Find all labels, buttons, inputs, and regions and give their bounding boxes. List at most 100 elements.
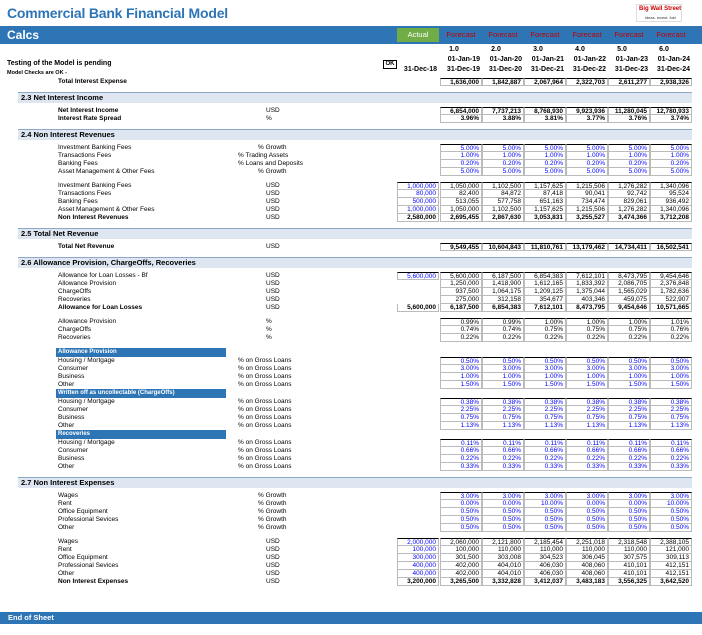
- grid-cell[interactable]: 3,556,325: [608, 578, 650, 586]
- grid-cell[interactable]: 3.00%: [650, 492, 692, 500]
- grid-cell[interactable]: 5.00%: [650, 144, 692, 152]
- grid-cell[interactable]: 0.50%: [440, 508, 482, 516]
- grid-cell[interactable]: 3.00%: [524, 492, 566, 500]
- grid-cell[interactable]: 110,000: [482, 546, 524, 554]
- grid-cell[interactable]: 5.00%: [482, 144, 524, 152]
- grid-cell[interactable]: 651,163: [524, 198, 566, 206]
- grid-cell[interactable]: 1.00%: [566, 152, 608, 160]
- grid-cell[interactable]: 10.00%: [650, 500, 692, 508]
- grid-cell[interactable]: 0.75%: [650, 414, 692, 422]
- grid-cell[interactable]: 0.38%: [650, 398, 692, 406]
- grid-cell[interactable]: 1,782,636: [650, 288, 692, 296]
- grid-cell[interactable]: 402,000: [440, 562, 482, 570]
- grid-cell[interactable]: 3.00%: [482, 365, 524, 373]
- grid-cell[interactable]: 1.50%: [440, 381, 482, 389]
- grid-cell[interactable]: 0.38%: [482, 398, 524, 406]
- grid-cell[interactable]: 1.00%: [608, 373, 650, 381]
- grid-cell[interactable]: 0.75%: [524, 414, 566, 422]
- grid-cell[interactable]: 1,000,000: [397, 206, 439, 214]
- grid-cell[interactable]: 12,780,933: [650, 107, 692, 115]
- grid-cell[interactable]: 90,041: [566, 190, 608, 198]
- grid-cell[interactable]: 2,322,703: [566, 78, 608, 86]
- grid-cell[interactable]: 3.00%: [482, 492, 524, 500]
- grid-cell[interactable]: 2.25%: [566, 406, 608, 414]
- grid-cell[interactable]: 0.22%: [440, 455, 482, 463]
- grid-cell[interactable]: 5.00%: [524, 168, 566, 176]
- grid-cell[interactable]: 0.33%: [440, 463, 482, 471]
- grid-cell[interactable]: 9,923,936: [566, 107, 608, 115]
- grid-cell[interactable]: 2,067,964: [524, 78, 566, 86]
- grid-cell[interactable]: 2,121,800: [482, 538, 524, 546]
- grid-cell[interactable]: 5.00%: [566, 168, 608, 176]
- grid-cell[interactable]: 3,200,000: [397, 578, 439, 586]
- grid-cell[interactable]: 0.75%: [566, 414, 608, 422]
- grid-cell[interactable]: 0.66%: [440, 447, 482, 455]
- grid-cell[interactable]: 110,000: [608, 546, 650, 554]
- grid-cell[interactable]: 0.50%: [650, 508, 692, 516]
- grid-cell[interactable]: 2.25%: [482, 406, 524, 414]
- grid-cell[interactable]: 1,276,282: [608, 206, 650, 214]
- grid-cell[interactable]: 87,418: [524, 190, 566, 198]
- grid-cell[interactable]: 0.50%: [440, 516, 482, 524]
- grid-cell[interactable]: 304,523: [524, 554, 566, 562]
- grid-cell[interactable]: 0.33%: [650, 463, 692, 471]
- grid-cell[interactable]: 0.11%: [440, 439, 482, 447]
- grid-cell[interactable]: 1.00%: [566, 373, 608, 381]
- grid-cell[interactable]: 16,502,541: [650, 243, 692, 251]
- grid-cell[interactable]: 0.50%: [440, 357, 482, 365]
- grid-cell[interactable]: 0.33%: [482, 463, 524, 471]
- grid-cell[interactable]: 6,854,000: [440, 107, 482, 115]
- grid-cell[interactable]: 1.00%: [650, 152, 692, 160]
- grid-cell[interactable]: 7,737,213: [482, 107, 524, 115]
- grid-cell[interactable]: 8,473,795: [608, 272, 650, 280]
- grid-cell[interactable]: 408,060: [566, 570, 608, 578]
- grid-cell[interactable]: 410,101: [608, 570, 650, 578]
- grid-cell[interactable]: 8,473,795: [566, 304, 608, 312]
- grid-cell[interactable]: 0.75%: [566, 326, 608, 334]
- grid-cell[interactable]: 3.00%: [440, 492, 482, 500]
- grid-cell[interactable]: 1.00%: [524, 152, 566, 160]
- grid-cell[interactable]: 0.75%: [482, 414, 524, 422]
- grid-cell[interactable]: 2,251,018: [566, 538, 608, 546]
- grid-cell[interactable]: 829,061: [608, 198, 650, 206]
- grid-cell[interactable]: 404,010: [482, 562, 524, 570]
- grid-cell[interactable]: 3.77%: [566, 115, 608, 123]
- grid-cell[interactable]: 5.00%: [440, 168, 482, 176]
- grid-cell[interactable]: 0.50%: [524, 524, 566, 532]
- grid-cell[interactable]: 936,492: [650, 198, 692, 206]
- grid-cell[interactable]: 0.50%: [482, 508, 524, 516]
- grid-cell[interactable]: 3.00%: [566, 492, 608, 500]
- grid-cell[interactable]: 3,474,366: [608, 214, 650, 222]
- grid-cell[interactable]: 0.22%: [440, 334, 482, 342]
- grid-cell[interactable]: 2,695,455: [440, 214, 482, 222]
- grid-cell[interactable]: 110,000: [566, 546, 608, 554]
- grid-cell[interactable]: 6,187,500: [482, 272, 524, 280]
- grid-cell[interactable]: 0.11%: [608, 439, 650, 447]
- grid-cell[interactable]: 5,600,000: [440, 272, 482, 280]
- grid-cell[interactable]: 1.13%: [650, 422, 692, 430]
- grid-cell[interactable]: 1.50%: [566, 381, 608, 389]
- grid-cell[interactable]: 522,907: [650, 296, 692, 304]
- grid-cell[interactable]: 1.00%: [440, 152, 482, 160]
- grid-cell[interactable]: 734,474: [566, 198, 608, 206]
- grid-cell[interactable]: 577,758: [482, 198, 524, 206]
- grid-cell[interactable]: 2.25%: [650, 406, 692, 414]
- grid-cell[interactable]: 2,318,548: [608, 538, 650, 546]
- grid-cell[interactable]: 0.22%: [482, 455, 524, 463]
- grid-cell[interactable]: 0.11%: [650, 439, 692, 447]
- grid-cell[interactable]: 1,102,500: [482, 206, 524, 214]
- grid-cell[interactable]: 0.50%: [650, 516, 692, 524]
- grid-cell[interactable]: 7,612,101: [524, 304, 566, 312]
- grid-cell[interactable]: 1,612,165: [524, 280, 566, 288]
- grid-cell[interactable]: 3,053,831: [524, 214, 566, 222]
- grid-cell[interactable]: 412,151: [650, 570, 692, 578]
- grid-cell[interactable]: 0.38%: [524, 398, 566, 406]
- grid-cell[interactable]: 0.38%: [608, 398, 650, 406]
- grid-cell[interactable]: 937,500: [440, 288, 482, 296]
- grid-cell[interactable]: 0.33%: [608, 463, 650, 471]
- grid-cell[interactable]: 500,000: [397, 198, 439, 206]
- grid-cell[interactable]: 0.50%: [524, 357, 566, 365]
- grid-cell[interactable]: 1,340,096: [650, 182, 692, 190]
- grid-cell[interactable]: 3,712,208: [650, 214, 692, 222]
- grid-cell[interactable]: 7,612,101: [566, 272, 608, 280]
